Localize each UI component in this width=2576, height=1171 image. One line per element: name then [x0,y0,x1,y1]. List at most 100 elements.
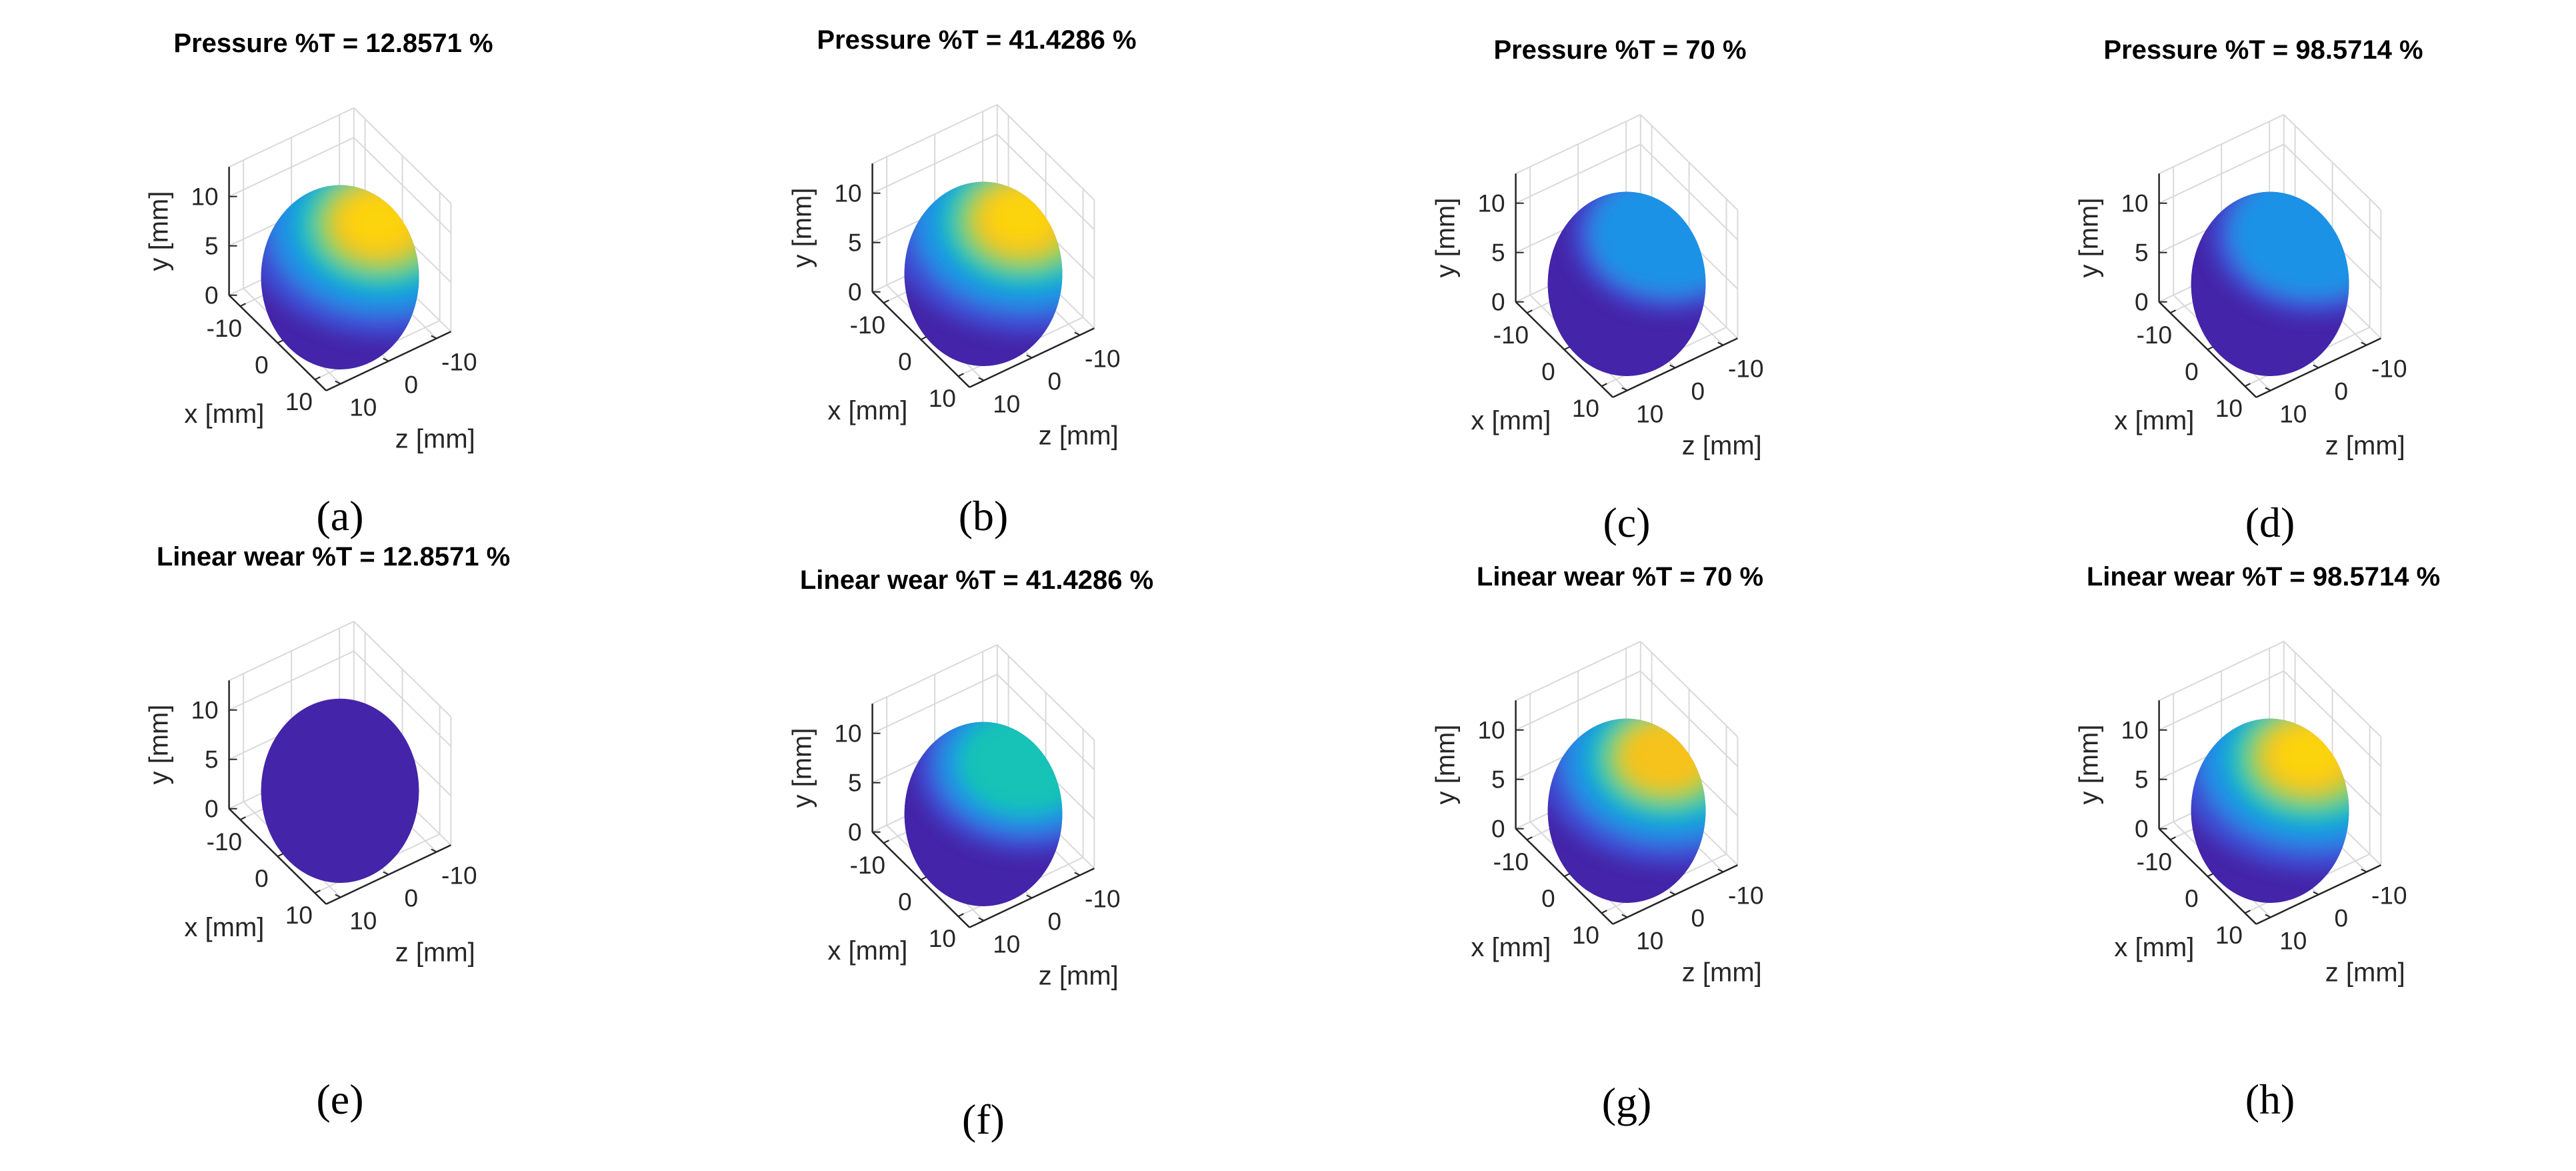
y-axis-label: y [mm] [788,188,817,268]
subplot-caption: (b) [959,492,1009,539]
z-axis-label: z [mm] [1682,958,1762,988]
x-axis-label: x [mm] [1471,406,1551,435]
x-tick-label: 0 [2185,358,2199,385]
x-axis-label: x [mm] [827,936,907,966]
x-tick-label: 0 [255,351,269,379]
y-axis-label: y [mm] [2075,725,2104,805]
box-edge [2283,641,2382,738]
z-tick-label: 0 [1048,908,1062,936]
axes [871,704,1095,928]
box-edge [872,644,998,705]
grid-line-y [997,674,1095,771]
hotspot-ring [957,722,1063,815]
x-tick-label: -10 [2137,321,2172,349]
subplot-caption: (d) [2245,499,2295,546]
z-tick [978,917,985,922]
z-tick [1026,894,1033,899]
x-axis-line [2158,828,2257,925]
y-tick-label: 5 [1491,239,1505,267]
z-tick-label: -10 [1728,882,1763,910]
x-tick [1601,383,1607,387]
x-axis-label: x [mm] [2114,406,2194,435]
x-tick [1563,873,1570,878]
z-tick [335,380,341,385]
contact-hotspot [261,185,419,337]
y-tick-label: 0 [1491,289,1505,316]
contact-hotspot [2191,718,2349,871]
box-edge [229,107,355,168]
x-tick [2244,383,2251,387]
z-tick-label: -10 [1728,355,1763,383]
y-tick-label: 10 [1477,717,1505,744]
y-axis-label: y [mm] [145,705,174,785]
x-tick-label: 0 [898,348,912,375]
x-tick [239,816,246,821]
box-edge [1640,641,1739,738]
box-edge [2159,113,2285,175]
hotspot-ring [344,195,411,248]
y-tick-label: 5 [205,233,219,260]
x-tick [2169,309,2176,314]
subplot-caption: (g) [1602,1079,1652,1126]
z-tick [1621,387,1628,391]
box-edge [2283,114,2382,211]
grid-line-y [997,133,1095,231]
subplot-title: Pressure %T = 70 % [1493,35,1746,65]
x-tick-label: 0 [2185,885,2199,912]
grid-line-y [2283,670,2382,768]
z-axis-label: z [mm] [1039,421,1119,451]
z-tick [1074,331,1081,336]
x-tick-label: -10 [207,828,242,856]
subplot-caption: (c) [1603,499,1650,546]
z-tick [2313,364,2319,369]
z-tick [1717,341,1724,346]
y-axis-label: y [mm] [1431,725,1461,805]
x-tick-label: 10 [929,925,956,952]
hemisphere-surface [2191,718,2349,904]
box-edge [229,620,355,682]
x-axis-label: x [mm] [1471,933,1551,962]
subplot-caption: (e) [316,1076,363,1123]
z-tick [383,357,389,362]
axes [228,680,451,905]
grid-line-y [353,137,452,234]
y-axis-label: y [mm] [1431,198,1461,278]
z-tick-label: 0 [1691,905,1705,932]
contact-hotspot [904,181,1063,334]
y-tick-label: 0 [2135,816,2149,843]
box-edge [1515,113,1641,175]
x-axis-label: x [mm] [2114,933,2194,962]
box-edge [353,107,452,204]
grid-line-y [872,133,998,194]
subplot-d: Pressure %T = 98.5714 % 0 5 10 -10 0 10 -10 0 10 y… [2075,35,2423,546]
subplot-title: Linear wear %T = 70 % [1477,562,1763,592]
y-tick-label: 10 [2121,717,2148,744]
hotspot-ring [987,191,1055,245]
x-axis-label: x [mm] [184,913,264,942]
y-tick-label: 5 [2135,766,2149,794]
hemisphere-surface [904,181,1063,367]
z-axis-line [969,868,1095,928]
subplot-title: Linear wear %T = 98.5714 % [2087,562,2440,592]
y-tick-label: 5 [2135,239,2149,267]
z-tick-label: 10 [1636,928,1663,955]
x-tick-label: -10 [2137,848,2172,876]
y-axis-label: y [mm] [145,191,174,271]
y-tick-label: 0 [848,819,862,846]
z-tick-label: 10 [993,931,1020,958]
z-tick [2313,891,2319,896]
x-tick-label: 10 [285,902,313,929]
z-tick-label: -10 [441,349,477,376]
z-tick-label: -10 [2371,882,2407,910]
x-tick-label: 10 [2215,922,2243,949]
x-tick-label: 0 [898,888,912,916]
axes [1515,700,1738,925]
x-axis-line [2158,301,2257,398]
x-tick-label: -10 [1493,321,1529,349]
z-tick-label: 10 [349,908,377,935]
grid-line-y [2283,143,2382,241]
x-tick-label: -10 [207,315,242,342]
box-edge [1515,640,1641,702]
x-tick [920,876,927,881]
z-axis-line [1612,337,1738,398]
